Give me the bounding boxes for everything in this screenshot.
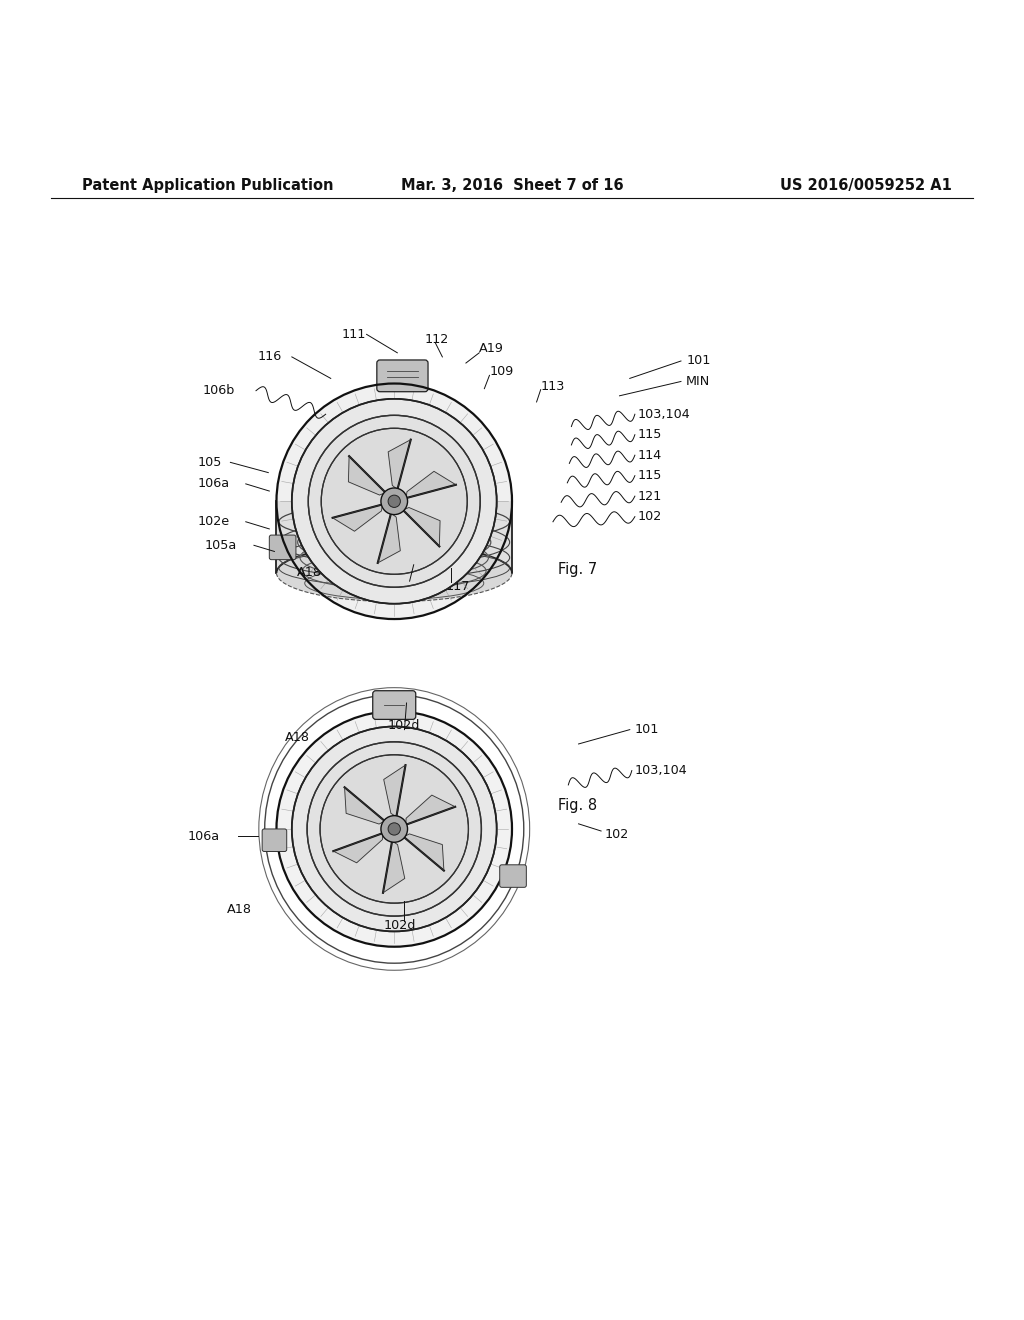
Text: 116: 116 — [258, 350, 283, 363]
Text: 106a: 106a — [187, 830, 219, 842]
FancyBboxPatch shape — [262, 829, 287, 851]
Ellipse shape — [307, 742, 481, 916]
Ellipse shape — [321, 755, 468, 903]
FancyBboxPatch shape — [377, 360, 428, 392]
Text: 117: 117 — [445, 579, 470, 593]
Ellipse shape — [276, 711, 512, 946]
Polygon shape — [407, 471, 456, 498]
Text: MIN: MIN — [686, 375, 711, 388]
Text: 105a: 105a — [205, 539, 237, 552]
Ellipse shape — [308, 416, 480, 587]
Text: 103,104: 103,104 — [635, 764, 688, 777]
Text: 102e: 102e — [198, 515, 229, 528]
Polygon shape — [344, 787, 385, 824]
Circle shape — [381, 816, 408, 842]
Text: 105: 105 — [198, 455, 222, 469]
Text: 103,104: 103,104 — [638, 408, 691, 421]
Text: 114: 114 — [638, 449, 663, 462]
Polygon shape — [406, 795, 456, 825]
Circle shape — [276, 384, 512, 619]
Text: 121: 121 — [638, 490, 663, 503]
Text: 102: 102 — [638, 510, 663, 523]
Polygon shape — [383, 841, 404, 892]
Text: Patent Application Publication: Patent Application Publication — [82, 178, 334, 194]
Polygon shape — [403, 834, 444, 871]
Polygon shape — [378, 513, 400, 562]
Text: 102: 102 — [604, 828, 629, 841]
Text: 106b: 106b — [203, 384, 236, 397]
FancyBboxPatch shape — [500, 865, 526, 887]
Ellipse shape — [276, 544, 512, 602]
Text: 115: 115 — [638, 469, 663, 482]
Polygon shape — [348, 457, 386, 495]
Text: 113: 113 — [541, 380, 565, 393]
Text: US 2016/0059252 A1: US 2016/0059252 A1 — [780, 178, 952, 194]
Ellipse shape — [322, 428, 467, 574]
Circle shape — [381, 488, 408, 515]
FancyBboxPatch shape — [269, 535, 296, 560]
Polygon shape — [333, 833, 383, 863]
Text: 115: 115 — [638, 428, 663, 441]
Circle shape — [388, 822, 400, 836]
Polygon shape — [402, 507, 440, 546]
Text: A18: A18 — [227, 903, 252, 916]
Ellipse shape — [292, 726, 497, 932]
Circle shape — [388, 495, 400, 507]
Text: 102d: 102d — [384, 919, 417, 932]
Polygon shape — [384, 766, 406, 817]
Text: 109: 109 — [489, 364, 514, 378]
Text: 101: 101 — [686, 355, 711, 367]
Ellipse shape — [292, 399, 497, 603]
Text: Fig. 8: Fig. 8 — [558, 797, 597, 813]
Text: 112: 112 — [425, 333, 450, 346]
Text: A18: A18 — [285, 731, 309, 744]
Polygon shape — [333, 504, 382, 531]
Polygon shape — [276, 502, 512, 573]
Text: A18: A18 — [297, 566, 322, 579]
Text: Mar. 3, 2016  Sheet 7 of 16: Mar. 3, 2016 Sheet 7 of 16 — [400, 178, 624, 194]
Text: A19: A19 — [479, 342, 504, 355]
Text: 111: 111 — [342, 327, 367, 341]
Text: 101: 101 — [635, 723, 659, 737]
Text: 102d: 102d — [394, 579, 427, 593]
Text: 102d: 102d — [387, 719, 420, 733]
Polygon shape — [388, 440, 411, 490]
Text: 106a: 106a — [198, 478, 229, 490]
Text: Fig. 7: Fig. 7 — [558, 562, 597, 577]
FancyBboxPatch shape — [373, 690, 416, 719]
